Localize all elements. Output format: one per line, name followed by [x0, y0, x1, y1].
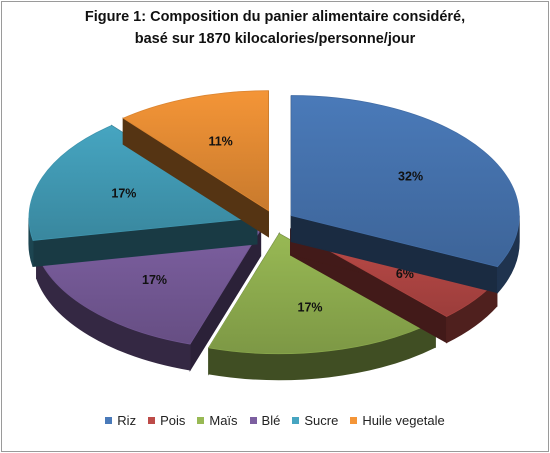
- legend-label: Riz: [117, 413, 137, 428]
- pie-slice-top: [208, 233, 437, 355]
- legend-label: Pois: [160, 413, 186, 428]
- chart-title-line-2: basé sur 1870 kilocalories/personne/jour: [134, 31, 416, 47]
- chart-legend: Riz Pois Maïs Blé Sucre Huile vegetale: [0, 413, 550, 428]
- pie-slice-top: [28, 125, 259, 241]
- legend-item-ma-s: Maïs: [197, 413, 238, 428]
- legend-swatch: [148, 417, 156, 424]
- legend-swatch: [249, 417, 257, 424]
- pie-data-label: 17%: [111, 187, 136, 201]
- legend-swatch: [292, 417, 300, 424]
- pie-slice-huile-vegetale: 11%: [122, 90, 269, 238]
- legend-item-sucre: Sucre: [292, 413, 338, 428]
- pie-slice-top: [122, 90, 269, 212]
- pie-slice-sucre: 17%: [28, 124, 259, 267]
- pie-slice-top: [290, 95, 520, 268]
- pie-data-label: 32%: [398, 170, 423, 184]
- pie-data-label: 17%: [298, 300, 323, 314]
- pie-data-label: 17%: [142, 273, 167, 287]
- chart-title: Figure 1: Composition du panier alimenta…: [0, 6, 550, 50]
- legend-item-riz: Riz: [105, 413, 136, 428]
- legend-label: Sucre: [304, 413, 339, 428]
- legend-label: Maïs: [209, 413, 238, 428]
- legend-swatch: [197, 417, 205, 424]
- pie-slice-riz: 32%: [290, 95, 520, 294]
- legend-item-pois: Pois: [148, 413, 185, 428]
- legend-swatch: [350, 417, 358, 424]
- legend-swatch: [105, 417, 113, 424]
- legend-item-huile-vegetale: Huile vegetale: [350, 413, 445, 428]
- legend-item-bl-: Blé: [249, 413, 281, 428]
- legend-label: Blé: [261, 413, 281, 428]
- chart-title-line-1: Figure 1: Composition du panier alimenta…: [84, 9, 466, 25]
- legend-label: Huile vegetale: [362, 413, 445, 428]
- pie-data-label: 11%: [208, 135, 232, 149]
